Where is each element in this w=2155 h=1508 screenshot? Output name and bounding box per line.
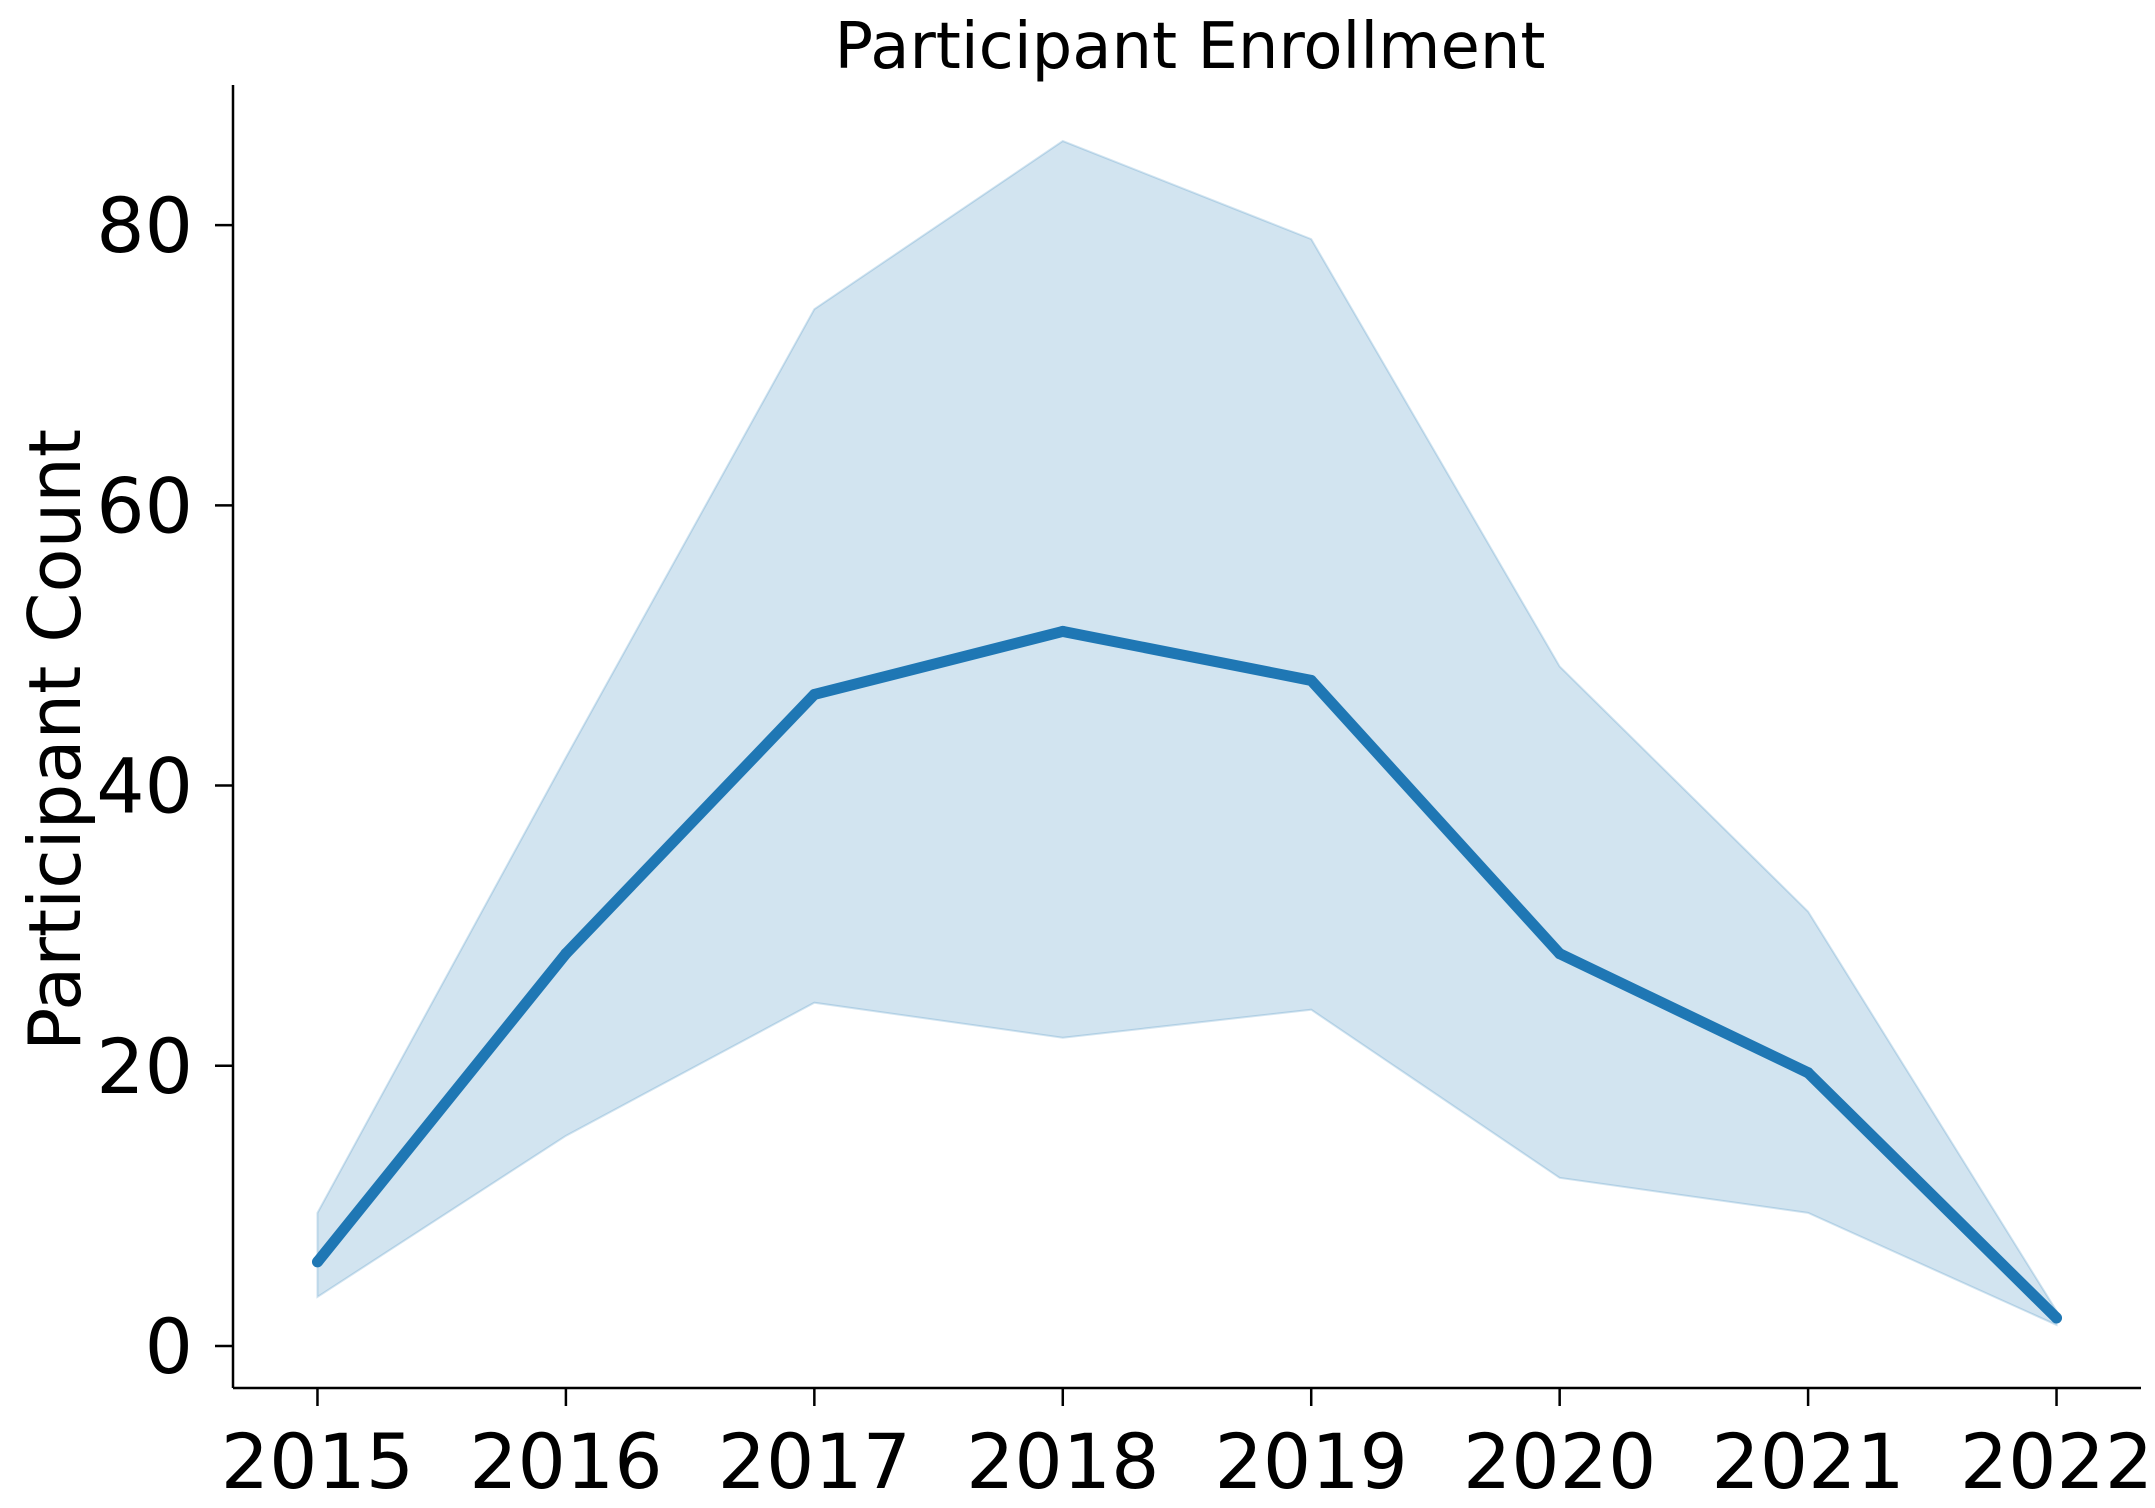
data-point-2020 xyxy=(1554,948,1566,960)
y-axis-label: Participant Count xyxy=(13,429,97,1051)
data-point-2017 xyxy=(808,688,820,700)
series-0-band xyxy=(316,139,2058,1327)
x-tick-label-2021: 2021 xyxy=(1711,1417,1904,1506)
x-tick-label-2015: 2015 xyxy=(221,1417,414,1506)
data-point-2019 xyxy=(1305,674,1317,686)
x-tick-label-2018: 2018 xyxy=(966,1417,1159,1506)
y-ticks: 0 20 40 60 80 xyxy=(96,181,233,1391)
series-0-line xyxy=(313,625,2061,1322)
x-tick-label-2019: 2019 xyxy=(1215,1417,1408,1506)
x-tick-label-2020: 2020 xyxy=(1463,1417,1656,1506)
x-tick-label-2017: 2017 xyxy=(718,1417,911,1506)
data-point-2022 xyxy=(2051,1312,2063,1324)
x-tick-label-2022: 2022 xyxy=(1960,1417,2153,1506)
data-point-2021 xyxy=(1802,1067,1814,1079)
data-point-2016 xyxy=(560,948,572,960)
chart-title: Participant Enrollment xyxy=(835,10,1546,84)
y-tick-label-60: 60 xyxy=(96,461,193,550)
y-tick-label-20: 20 xyxy=(96,1022,193,1111)
plot-area xyxy=(311,139,2063,1327)
data-point-2018 xyxy=(1057,625,1069,637)
x-ticks: 2015 2016 2017 2018 2019 2020 2021 2022 xyxy=(221,1388,2153,1506)
y-tick-label-40: 40 xyxy=(96,742,193,831)
y-tick-label-0: 0 xyxy=(145,1302,193,1391)
y-tick-label-80: 80 xyxy=(96,181,193,270)
x-tick-label-2016: 2016 xyxy=(469,1417,662,1506)
data-point-2015 xyxy=(311,1256,323,1268)
